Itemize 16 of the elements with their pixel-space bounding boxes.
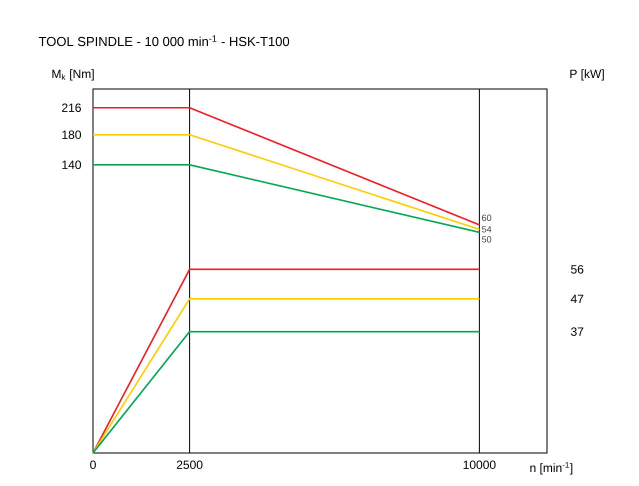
x-axis-title: n [min$^{-1}$] xyxy=(530,462,572,474)
y-tick-label: 140 xyxy=(62,160,82,170)
x-tick-label: 10000 xyxy=(464,460,496,470)
y2-axis-title: P [kW] xyxy=(570,69,604,80)
data-label: 60 xyxy=(482,214,492,222)
x-tick-label: 2500 xyxy=(176,460,202,470)
y-tick-label: 216 xyxy=(62,104,81,112)
y-tick-label: 180 xyxy=(62,130,82,140)
y2-tick-label: 47 xyxy=(570,294,584,303)
data-label: 54 xyxy=(482,226,492,232)
x-tick-label: 0 xyxy=(90,460,96,470)
y2-tick-label: 56 xyxy=(571,265,584,274)
y-axis-title: M$_{k}$ [Nm] xyxy=(52,69,94,80)
y2-tick-label: 37 xyxy=(570,327,584,336)
data-label: 50 xyxy=(482,236,492,243)
chart-title: TOOL SPINDLE - 10 000 min$^{-1}$ - HSK-T100 xyxy=(38,35,290,46)
